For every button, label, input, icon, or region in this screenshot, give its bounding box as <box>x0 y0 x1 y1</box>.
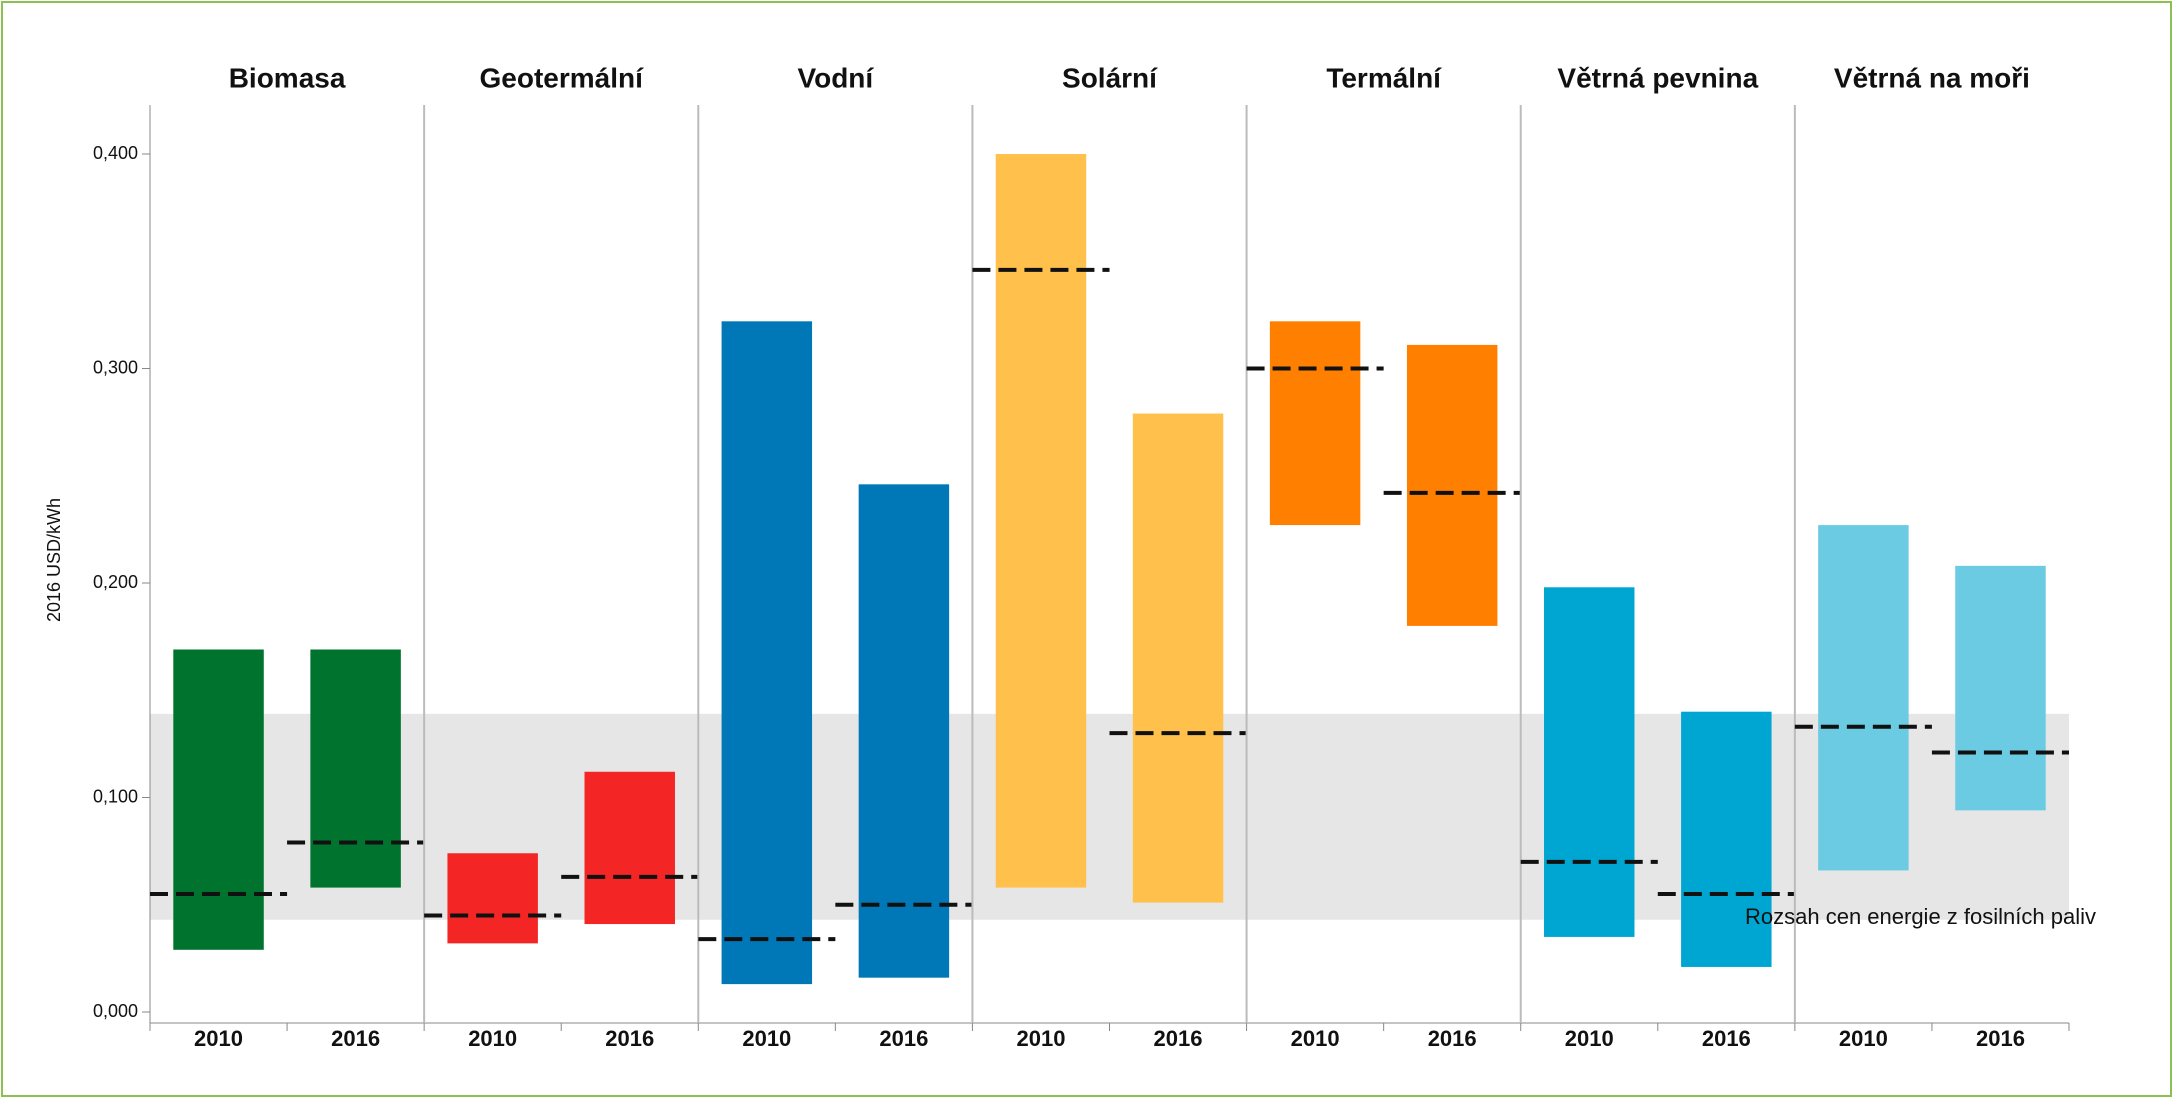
range-bar <box>1955 565 2046 811</box>
y-tick-label: 0,300 <box>93 357 138 377</box>
group-title: Větrná na moři <box>1834 62 2030 93</box>
x-tick-label: 2016 <box>605 1026 654 1051</box>
range-bar <box>1406 344 1498 626</box>
range-bar <box>1544 587 1635 937</box>
range-bar <box>1132 413 1224 903</box>
group-title: Termální <box>1326 62 1442 93</box>
y-tick-label: 0,400 <box>93 143 138 163</box>
range-bar <box>721 321 813 985</box>
fossil-range-band <box>150 713 2069 920</box>
range-bar <box>173 649 264 950</box>
range-bar <box>584 771 675 925</box>
group-title: Biomasa <box>229 62 346 93</box>
x-tick-label: 2010 <box>468 1026 517 1051</box>
range-bar <box>995 154 1087 888</box>
annotation: Rozsah cen energie z fosilních paliv <box>1745 904 2096 929</box>
group-title: Větrná pevnina <box>1557 62 1758 93</box>
range-bar <box>1818 525 1909 871</box>
range-bar <box>858 484 950 978</box>
group-title: Geotermální <box>480 62 645 93</box>
y-tick-label: 0,100 <box>93 786 138 806</box>
group-title: Solární <box>1062 62 1158 93</box>
x-tick-label: 2010 <box>1839 1026 1888 1051</box>
x-tick-label: 2016 <box>1428 1026 1477 1051</box>
x-tick-label: 2016 <box>331 1026 380 1051</box>
range-bar <box>1269 321 1361 526</box>
x-tick-label: 2010 <box>1291 1026 1340 1051</box>
x-tick-label: 2016 <box>1976 1026 2025 1051</box>
x-tick-label: 2016 <box>879 1026 928 1051</box>
x-tick-label: 2010 <box>742 1026 791 1051</box>
x-tick-label: 2016 <box>1702 1026 1751 1051</box>
range-bar <box>310 649 401 888</box>
x-tick-label: 2010 <box>194 1026 243 1051</box>
range-bar <box>447 853 538 944</box>
x-tick-label: 2010 <box>1016 1026 1065 1051</box>
y-axis-label: 2016 USD/kWh <box>44 498 64 622</box>
y-tick-label: 0,200 <box>93 572 138 592</box>
range-bar <box>1681 711 1772 967</box>
x-tick-label: 2010 <box>1565 1026 1614 1051</box>
group-title: Vodní <box>798 62 875 93</box>
y-tick-label: 0,000 <box>93 1001 138 1021</box>
x-tick-label: 2016 <box>1154 1026 1203 1051</box>
